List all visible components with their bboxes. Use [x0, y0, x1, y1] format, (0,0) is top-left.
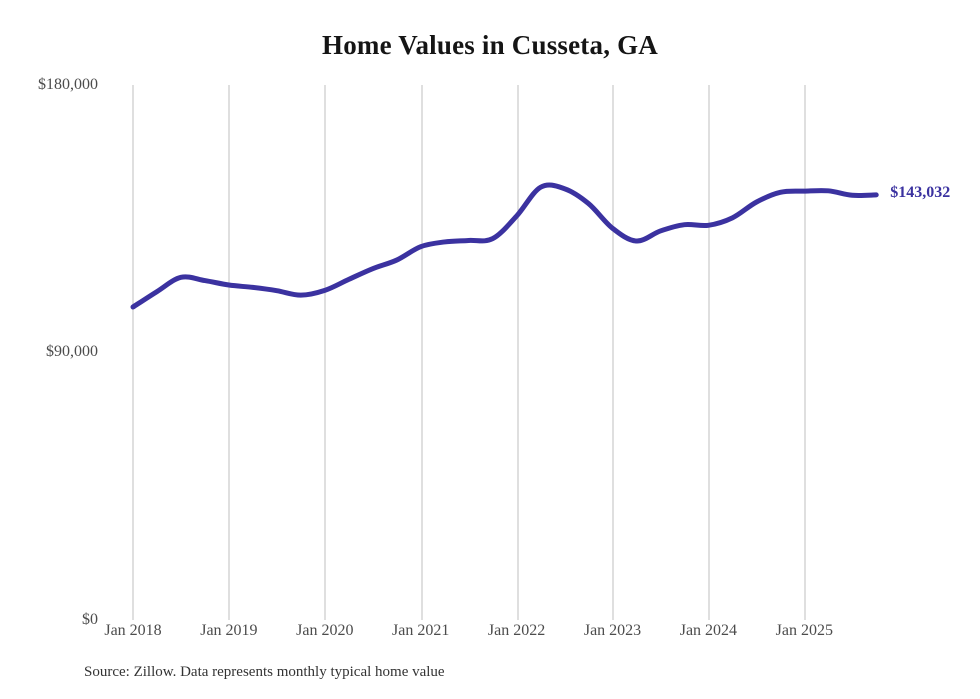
home-value-line — [130, 182, 879, 310]
x-axis-tick-jan-2018: Jan 2018 — [104, 622, 162, 639]
x-axis-tick-jan-2025: Jan 2025 — [775, 622, 833, 639]
y-axis-tick-90000: $90,000 — [46, 343, 98, 360]
x-axis-tick-jan-2022: Jan 2022 — [487, 622, 546, 639]
x-axis-tick-jan-2023: Jan 2023 — [583, 622, 642, 639]
source-note: Source: Zillow. Data represents monthly … — [84, 664, 445, 680]
x-axis-tick-jan-2020: Jan 2020 — [296, 622, 354, 639]
end-value-annotation: $143,032 — [890, 183, 951, 201]
y-axis-tick-180000: $180,000 — [38, 76, 98, 93]
gridlines-group — [132, 85, 806, 620]
chart-title: Home Values in Cusseta, GA — [322, 30, 658, 60]
x-axis-tick-jan-2024: Jan 2024 — [679, 622, 738, 639]
y-axis-tick-0: $0 — [82, 611, 98, 628]
x-axis-tick-jan-2021: Jan 2021 — [392, 622, 450, 639]
x-axis-tick-jan-2019: Jan 2019 — [200, 622, 258, 639]
